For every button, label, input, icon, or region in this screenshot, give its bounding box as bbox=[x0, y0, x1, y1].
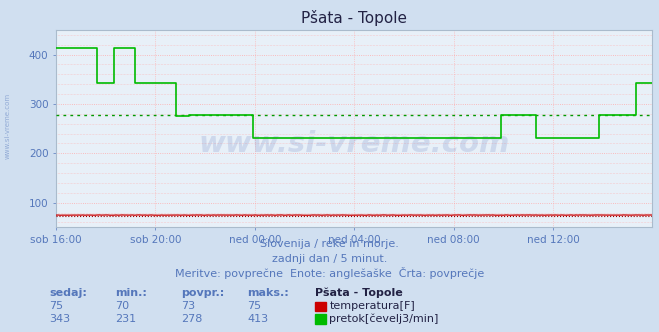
Text: Pšata - Topole: Pšata - Topole bbox=[315, 288, 403, 298]
Text: Meritve: povprečne  Enote: anglešaške  Črta: povprečje: Meritve: povprečne Enote: anglešaške Črt… bbox=[175, 267, 484, 279]
Text: 278: 278 bbox=[181, 314, 202, 324]
Title: Pšata - Topole: Pšata - Topole bbox=[301, 10, 407, 26]
Text: Slovenija / reke in morje.: Slovenija / reke in morje. bbox=[260, 239, 399, 249]
Text: maks.:: maks.: bbox=[247, 288, 289, 298]
Text: 231: 231 bbox=[115, 314, 136, 324]
Text: pretok[čevelj3/min]: pretok[čevelj3/min] bbox=[330, 313, 439, 324]
Text: 75: 75 bbox=[49, 301, 63, 311]
Text: temperatura[F]: temperatura[F] bbox=[330, 301, 415, 311]
Text: 413: 413 bbox=[247, 314, 268, 324]
Text: 73: 73 bbox=[181, 301, 195, 311]
Text: zadnji dan / 5 minut.: zadnji dan / 5 minut. bbox=[272, 254, 387, 264]
Text: sedaj:: sedaj: bbox=[49, 288, 87, 298]
Text: 75: 75 bbox=[247, 301, 261, 311]
Text: www.si-vreme.com: www.si-vreme.com bbox=[198, 130, 510, 158]
Text: min.:: min.: bbox=[115, 288, 147, 298]
Text: 70: 70 bbox=[115, 301, 129, 311]
Text: povpr.:: povpr.: bbox=[181, 288, 225, 298]
Text: 343: 343 bbox=[49, 314, 71, 324]
Text: www.si-vreme.com: www.si-vreme.com bbox=[5, 93, 11, 159]
